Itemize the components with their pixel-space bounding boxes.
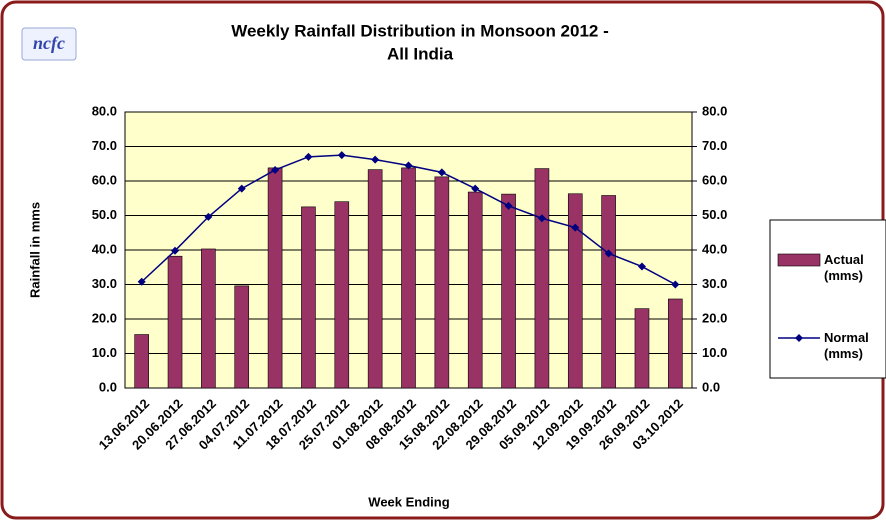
legend-marker xyxy=(795,334,803,342)
y2-tick-label: 40.0 xyxy=(702,241,727,256)
bar xyxy=(367,169,383,389)
y2-tick-label: 30.0 xyxy=(702,276,727,291)
y2-tick-label: 20.0 xyxy=(702,310,727,325)
bar xyxy=(634,308,650,389)
bar xyxy=(668,298,683,389)
legend-swatch xyxy=(777,253,821,267)
y2-tick-label: 60.0 xyxy=(702,172,727,187)
marker xyxy=(371,155,380,164)
bar xyxy=(134,334,149,389)
y2-tick-label: 70.0 xyxy=(702,138,727,153)
marker xyxy=(537,214,546,223)
marker xyxy=(337,151,346,160)
x-axis-label: Week Ending xyxy=(368,494,449,509)
marker xyxy=(604,249,613,258)
bar xyxy=(601,195,616,389)
marker xyxy=(137,277,146,286)
y-tick-label: 50.0 xyxy=(92,207,117,222)
y2-tick-label: 80.0 xyxy=(702,103,727,118)
bar xyxy=(467,191,483,389)
y-tick-label: 0.0 xyxy=(99,379,117,394)
logo-box xyxy=(21,27,77,61)
marker xyxy=(637,262,646,271)
marker xyxy=(437,168,446,177)
legend-label: Actual (mms) xyxy=(824,252,864,283)
bar xyxy=(267,167,283,389)
y-tick-label: 30.0 xyxy=(92,276,117,291)
y-axis-label: Rainfall in mms xyxy=(27,202,42,298)
bar xyxy=(501,193,516,389)
y2-tick-label: 0.0 xyxy=(702,379,720,394)
y2-tick-label: 50.0 xyxy=(702,207,727,222)
legend-box xyxy=(769,219,886,379)
bar xyxy=(167,255,183,389)
marker xyxy=(304,152,313,161)
marker xyxy=(237,184,246,193)
bar xyxy=(567,193,583,389)
chart-title: Weekly Rainfall Distribution in Monsoon … xyxy=(231,21,609,40)
legend-label: Normal (mms) xyxy=(824,330,869,361)
chart-title: All India xyxy=(387,44,454,63)
bar xyxy=(301,206,316,389)
marker xyxy=(204,212,213,221)
y-tick-label: 70.0 xyxy=(92,138,117,153)
marker xyxy=(671,280,680,289)
marker xyxy=(504,201,513,210)
bar xyxy=(434,176,450,389)
marker xyxy=(404,161,413,170)
y-tick-label: 60.0 xyxy=(92,172,117,187)
marker xyxy=(571,223,580,232)
y-tick-label: 20.0 xyxy=(92,310,117,325)
y2-tick-label: 10.0 xyxy=(702,345,727,360)
marker xyxy=(471,184,480,193)
bar xyxy=(334,201,350,389)
y-tick-label: 80.0 xyxy=(92,103,117,118)
bar xyxy=(234,285,250,389)
bar xyxy=(201,248,216,389)
bar xyxy=(534,168,550,389)
marker xyxy=(171,246,180,255)
bar xyxy=(401,167,416,389)
marker xyxy=(271,165,280,174)
y-tick-label: 40.0 xyxy=(92,241,117,256)
logo: ncfc xyxy=(33,33,65,53)
y-tick-label: 10.0 xyxy=(92,345,117,360)
